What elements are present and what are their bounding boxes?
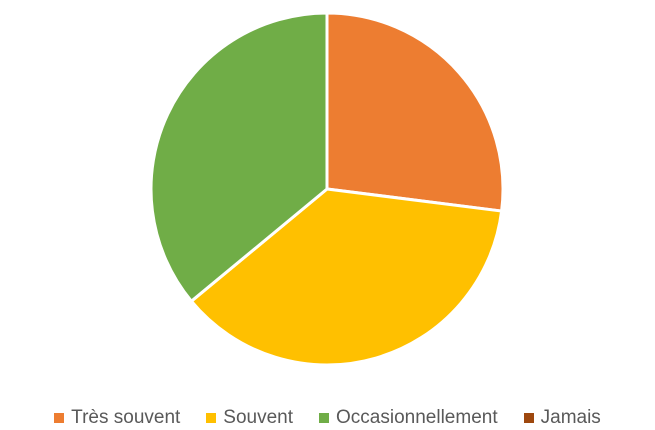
pie-slice-souvent <box>189 187 504 367</box>
legend-label: Jamais <box>540 407 601 428</box>
legend-swatch <box>206 413 217 423</box>
legend-item-occasionnellement: Occasionnellement <box>319 407 498 429</box>
legend-label: Occasionnellement <box>336 407 498 428</box>
legend-swatch <box>523 413 534 423</box>
pie-slice-tres-souvent <box>325 11 505 213</box>
pie-slice-occasionnellement <box>149 11 329 303</box>
legend-item-souvent: Souvent <box>206 407 293 429</box>
legend-swatch <box>54 413 65 423</box>
pie-plot-area <box>149 11 505 367</box>
legend-label: Très souvent <box>71 407 181 428</box>
legend-swatch <box>319 413 330 423</box>
chart-legend: Très souvent Souvent Occasionnellement J… <box>0 407 655 429</box>
legend-label: Souvent <box>223 407 294 428</box>
legend-item-jamais: Jamais <box>523 407 601 429</box>
legend-item-tres-souvent: Très souvent <box>54 407 180 429</box>
